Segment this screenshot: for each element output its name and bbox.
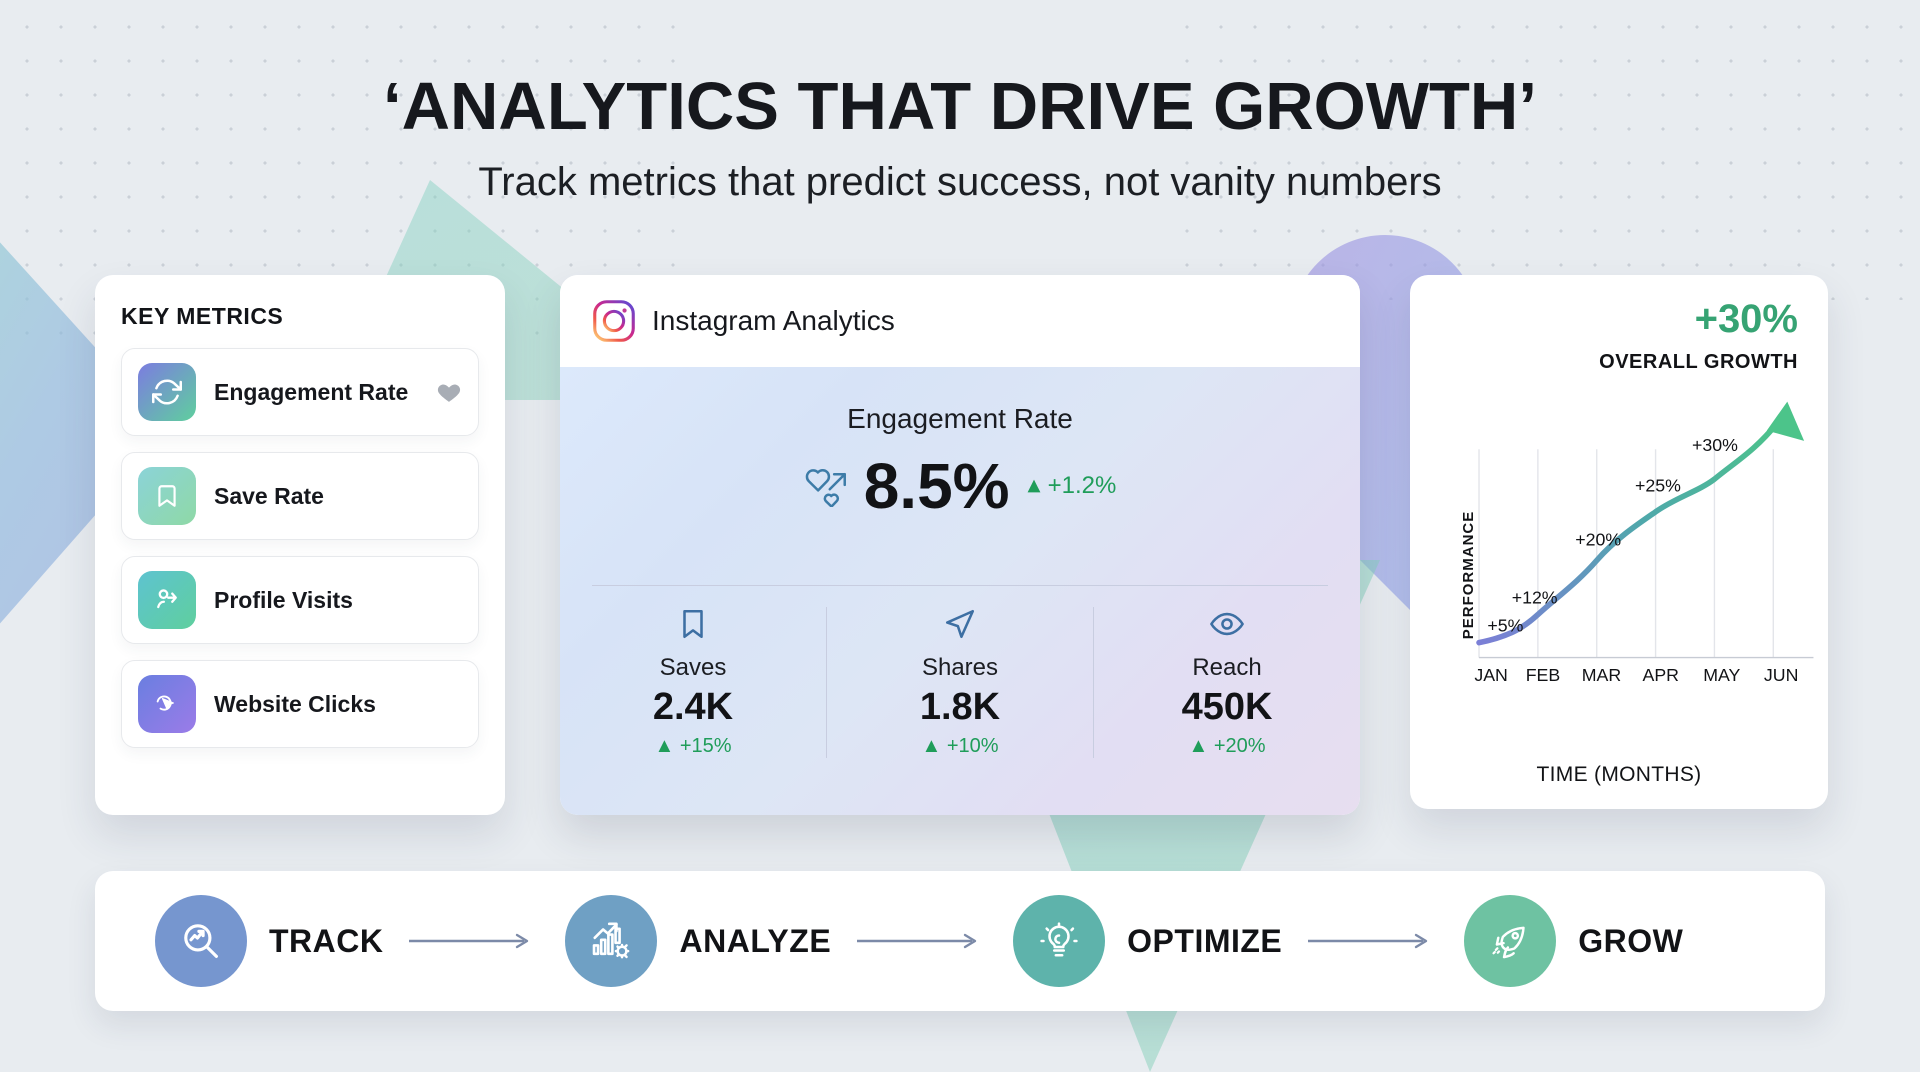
svg-text:APR: APR (1643, 665, 1680, 685)
svg-text:+25%: +25% (1635, 475, 1681, 495)
svg-text:JAN: JAN (1474, 665, 1508, 685)
svg-text:+12%: +12% (1512, 587, 1558, 607)
svg-text:+30%: +30% (1692, 435, 1738, 455)
svg-text:JUN: JUN (1764, 665, 1799, 685)
svg-text:MAR: MAR (1582, 665, 1621, 685)
svg-text:MAY: MAY (1703, 665, 1740, 685)
svg-text:FEB: FEB (1526, 665, 1561, 685)
svg-text:+20%: +20% (1575, 529, 1621, 549)
svg-text:+5%: +5% (1487, 615, 1523, 635)
